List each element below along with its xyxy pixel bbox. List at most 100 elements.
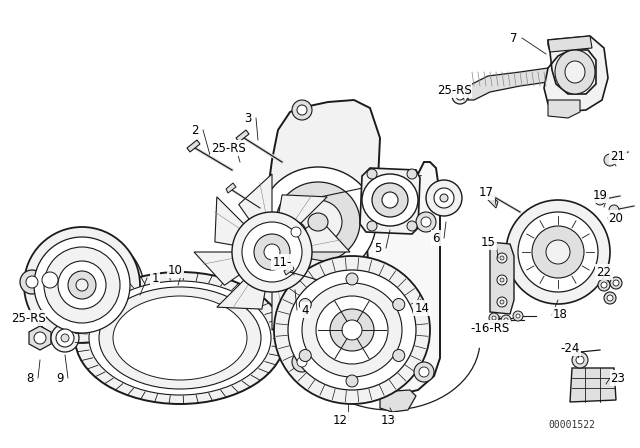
Ellipse shape xyxy=(576,356,584,364)
Text: 4: 4 xyxy=(301,303,308,316)
Ellipse shape xyxy=(232,212,312,292)
Ellipse shape xyxy=(367,221,377,231)
Ellipse shape xyxy=(555,50,595,94)
Polygon shape xyxy=(276,195,327,237)
Polygon shape xyxy=(284,265,294,275)
Ellipse shape xyxy=(276,182,360,262)
Text: 1: 1 xyxy=(151,271,159,284)
Ellipse shape xyxy=(532,226,584,278)
Ellipse shape xyxy=(372,183,408,217)
Ellipse shape xyxy=(367,169,377,179)
Ellipse shape xyxy=(294,200,342,244)
Ellipse shape xyxy=(489,313,499,323)
Ellipse shape xyxy=(24,227,140,343)
Ellipse shape xyxy=(382,192,398,208)
Polygon shape xyxy=(290,162,440,396)
Ellipse shape xyxy=(260,167,376,277)
Ellipse shape xyxy=(565,61,585,83)
Ellipse shape xyxy=(61,334,69,342)
Ellipse shape xyxy=(414,362,434,382)
Ellipse shape xyxy=(426,180,462,216)
Ellipse shape xyxy=(362,174,418,226)
Ellipse shape xyxy=(42,272,58,288)
Text: 19: 19 xyxy=(593,189,607,202)
Ellipse shape xyxy=(44,247,120,323)
Ellipse shape xyxy=(604,154,616,166)
Ellipse shape xyxy=(308,213,328,231)
Ellipse shape xyxy=(80,277,104,301)
Ellipse shape xyxy=(56,329,74,347)
Ellipse shape xyxy=(297,105,307,115)
Ellipse shape xyxy=(264,244,280,260)
Ellipse shape xyxy=(292,352,312,372)
Ellipse shape xyxy=(504,318,508,322)
Ellipse shape xyxy=(456,92,464,100)
Ellipse shape xyxy=(76,279,88,291)
Polygon shape xyxy=(187,140,200,152)
Polygon shape xyxy=(544,36,608,112)
Ellipse shape xyxy=(58,261,106,309)
Text: 11-: 11- xyxy=(272,255,292,268)
Ellipse shape xyxy=(516,314,520,318)
Text: 22: 22 xyxy=(596,266,611,279)
Polygon shape xyxy=(490,242,514,314)
Ellipse shape xyxy=(518,212,598,292)
Ellipse shape xyxy=(26,276,38,288)
Ellipse shape xyxy=(291,227,301,237)
Text: 14: 14 xyxy=(415,302,429,314)
Ellipse shape xyxy=(452,88,468,104)
Ellipse shape xyxy=(607,295,613,301)
Text: 2: 2 xyxy=(191,124,199,137)
Ellipse shape xyxy=(292,100,312,120)
Polygon shape xyxy=(380,390,416,412)
Polygon shape xyxy=(239,174,272,234)
Text: 9: 9 xyxy=(56,371,64,384)
Polygon shape xyxy=(290,219,350,252)
Ellipse shape xyxy=(346,375,358,387)
Polygon shape xyxy=(194,252,254,285)
Text: 21: 21 xyxy=(611,150,625,163)
Text: 3: 3 xyxy=(244,112,252,125)
Ellipse shape xyxy=(68,271,96,299)
Polygon shape xyxy=(272,270,305,330)
Text: 18: 18 xyxy=(552,309,568,322)
Polygon shape xyxy=(548,36,592,52)
Ellipse shape xyxy=(572,352,588,368)
Ellipse shape xyxy=(64,261,120,317)
Ellipse shape xyxy=(501,315,511,325)
Ellipse shape xyxy=(297,357,307,367)
Text: 20: 20 xyxy=(609,211,623,224)
Polygon shape xyxy=(215,197,257,248)
Ellipse shape xyxy=(610,277,622,289)
Polygon shape xyxy=(226,183,236,193)
Ellipse shape xyxy=(89,281,271,395)
Ellipse shape xyxy=(288,270,416,390)
Ellipse shape xyxy=(300,298,311,310)
Ellipse shape xyxy=(52,249,132,329)
Ellipse shape xyxy=(20,270,44,294)
Ellipse shape xyxy=(407,169,417,179)
Ellipse shape xyxy=(342,320,362,340)
Polygon shape xyxy=(248,100,380,332)
Ellipse shape xyxy=(416,212,436,232)
Ellipse shape xyxy=(421,217,431,227)
Ellipse shape xyxy=(286,222,306,242)
Ellipse shape xyxy=(324,312,344,332)
Ellipse shape xyxy=(598,279,610,291)
Ellipse shape xyxy=(34,237,130,333)
Ellipse shape xyxy=(316,296,388,364)
Ellipse shape xyxy=(346,273,358,285)
Text: 8: 8 xyxy=(26,371,34,384)
Ellipse shape xyxy=(75,272,285,404)
Text: 15: 15 xyxy=(481,236,495,249)
Ellipse shape xyxy=(330,309,374,351)
Ellipse shape xyxy=(242,222,302,282)
Ellipse shape xyxy=(254,234,290,270)
Ellipse shape xyxy=(500,278,504,282)
Text: 25-RS: 25-RS xyxy=(11,311,45,324)
Text: 7: 7 xyxy=(510,31,518,44)
Ellipse shape xyxy=(497,253,507,263)
Text: 10: 10 xyxy=(168,263,182,276)
Polygon shape xyxy=(217,267,268,309)
Ellipse shape xyxy=(393,349,404,362)
